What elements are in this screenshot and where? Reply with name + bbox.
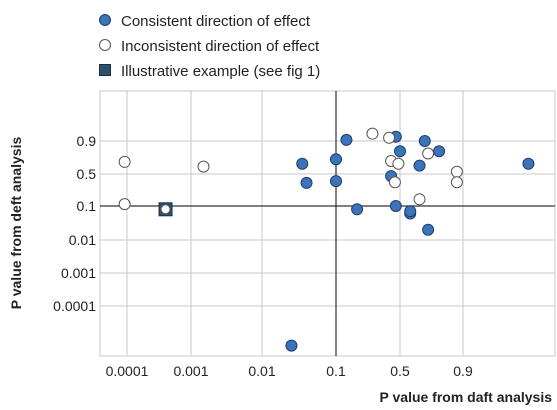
y-tick-label: 0.001	[61, 265, 96, 281]
x-tick-label: 0.9	[453, 363, 473, 379]
legend-label-inconsistent: Inconsistent direction of effect	[121, 38, 320, 55]
point-consistent	[296, 157, 309, 170]
legend-label-example: Illustrative example (see fig 1)	[121, 63, 320, 80]
y-tick-label: 0.5	[77, 166, 97, 182]
point-consistent	[340, 133, 353, 146]
point-inconsistent	[118, 198, 131, 211]
point-consistent	[351, 203, 364, 216]
point-consistent	[389, 200, 402, 212]
point-inconsistent	[413, 193, 426, 206]
y-tick-label: 0.1	[77, 198, 97, 214]
point-consistent	[300, 176, 313, 189]
point-consistent	[433, 145, 446, 158]
point-inconsistent	[197, 160, 210, 173]
reference-lines	[100, 91, 555, 356]
point-consistent	[330, 153, 342, 166]
point-inconsistent	[118, 155, 131, 168]
legend-entry-example: Illustrative example (see fig 1)	[99, 63, 320, 80]
legend-marker-example	[99, 64, 111, 76]
point-consistent	[285, 339, 298, 352]
point-consistent	[522, 157, 535, 170]
point-inconsistent	[450, 165, 463, 178]
y-tick-labels: 0.9 0.5 0.1 0.01 0.001 0.0001	[53, 133, 96, 314]
x-tick-label: 0.0001	[106, 363, 149, 379]
y-tick-label: 0.01	[69, 232, 96, 248]
y-tick-label: 0.9	[77, 133, 97, 149]
x-axis-title: P value from daft analysis	[380, 389, 553, 405]
point-consistent	[422, 223, 435, 236]
point-inconsistent	[388, 176, 401, 189]
point-inconsistent	[366, 127, 379, 140]
legend-entry-inconsistent: Inconsistent direction of effect	[99, 38, 320, 55]
x-tick-label: 0.01	[248, 363, 275, 379]
x-tick-label: 0.1	[326, 363, 346, 379]
point-consistent	[330, 175, 342, 188]
legend-marker-inconsistent	[99, 39, 111, 51]
x-tick-label: 0.5	[390, 363, 410, 379]
point-consistent	[413, 159, 426, 172]
point-example-inner	[160, 204, 171, 215]
legend-entry-consistent: Consistent direction of effect	[99, 13, 311, 30]
point-consistent	[418, 135, 431, 147]
gridlines	[100, 91, 555, 356]
point-inconsistent	[392, 157, 405, 170]
point-inconsistent	[422, 147, 435, 160]
y-tick-label: 0.0001	[53, 298, 96, 314]
point-consistent	[404, 205, 417, 218]
point-inconsistent	[383, 131, 396, 144]
point-consistent	[394, 145, 406, 158]
plot-frame	[99, 90, 556, 357]
legend-label-consistent: Consistent direction of effect	[121, 13, 311, 30]
x-tick-labels: 0.0001 0.001 0.01 0.1 0.5 0.9	[106, 363, 473, 379]
legend-marker-consistent	[99, 14, 111, 26]
data-points	[118, 127, 535, 352]
x-tick-label: 0.001	[173, 363, 208, 379]
point-inconsistent	[450, 176, 463, 189]
y-axis-title: P value from deft analysis	[8, 137, 24, 310]
legend: Consistent direction of effect Inconsist…	[99, 13, 320, 80]
